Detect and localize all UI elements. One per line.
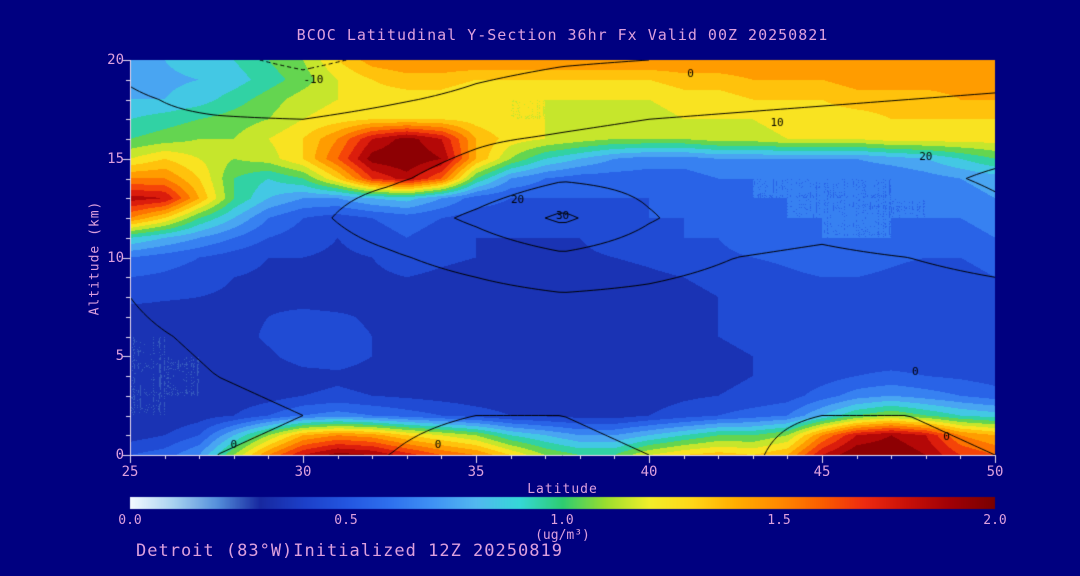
colorbar-unit-label: (ug/m³) (535, 528, 590, 543)
x-tick-label-45: 45 (813, 464, 831, 480)
x-axis-label: Latitude (527, 482, 598, 497)
y-axis-label: Altitude (km) (87, 200, 103, 316)
x-tick-label-50: 50 (986, 464, 1004, 480)
colorbar-tick-0.0: 0.0 (118, 513, 142, 528)
colorbar-tick-0.5: 0.5 (334, 513, 358, 528)
x-tick-label-35: 35 (467, 464, 485, 480)
footer-caption: Detroit (83°W)Initialized 12Z 20250819 (136, 541, 563, 561)
plot-title: BCOC Latitudinal Y-Section 36hr Fx Valid… (296, 26, 829, 44)
y-tick-label-10: 10 (107, 250, 124, 266)
colorbar-tick-2.0: 2.0 (983, 513, 1007, 528)
x-tick-label-40: 40 (640, 464, 658, 480)
y-tick-label-15: 15 (107, 151, 124, 167)
y-tick-label-0: 0 (115, 447, 124, 463)
y-tick-label-5: 5 (115, 348, 124, 364)
x-tick-label-25: 25 (121, 464, 139, 480)
colorbar-tick-1.0: 1.0 (550, 513, 574, 528)
colorbar-tick-1.5: 1.5 (767, 513, 791, 528)
y-tick-label-20: 20 (107, 52, 124, 68)
x-tick-label-30: 30 (294, 464, 312, 480)
